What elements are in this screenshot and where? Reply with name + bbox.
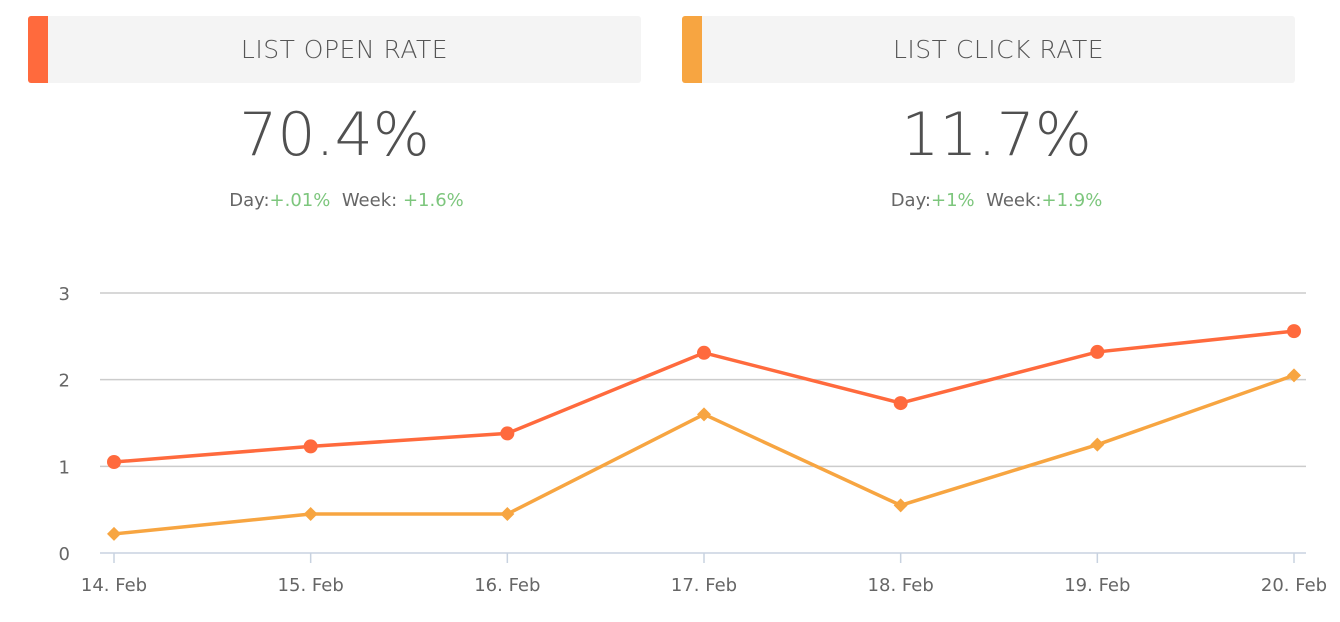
data-point <box>1287 368 1301 383</box>
open-rate-changes: Day:+.01% Week: +1.6% <box>40 190 653 211</box>
week-label: Week: <box>986 190 1042 211</box>
data-point <box>303 439 318 454</box>
day-change: +.01% <box>269 190 331 211</box>
click-rate-value: 11.7% <box>901 100 1092 170</box>
click-rate-title: LIST CLICK RATE <box>892 35 1105 64</box>
x-tick-label: 15. Feb <box>278 575 344 596</box>
series-line <box>113 373 1295 536</box>
y-tick-label: 0 <box>59 544 70 565</box>
data-point <box>500 507 515 521</box>
week-change: +1.6% <box>402 190 464 211</box>
y-tick-label: 1 <box>59 457 70 478</box>
click-rate-changes: Day:+1% Week:+1.9% <box>690 190 1303 211</box>
day-label: Day: <box>229 190 270 211</box>
data-point <box>500 426 515 441</box>
x-tick-label: 20. Feb <box>1261 575 1327 596</box>
open-rate-accent <box>28 16 48 83</box>
x-tick-label: 14. Feb <box>81 575 147 596</box>
open-rate-value: 70.4% <box>239 100 430 170</box>
open-rate-card: LIST OPEN RATE <box>28 16 641 83</box>
data-point <box>107 455 121 469</box>
data-point <box>697 345 711 360</box>
data-point <box>1287 324 1301 339</box>
day-change: +1% <box>931 190 975 211</box>
data-point <box>303 507 318 521</box>
y-tick-label: 3 <box>59 284 70 305</box>
data-point <box>107 526 121 541</box>
data-point <box>697 407 711 422</box>
x-tick-label: 18. Feb <box>868 575 934 596</box>
data-point <box>1090 437 1105 452</box>
week-change: +1.9% <box>1041 190 1103 211</box>
data-point <box>893 396 908 411</box>
click-rate-card: LIST CLICK RATE <box>682 16 1295 83</box>
y-tick-label: 2 <box>59 371 70 392</box>
day-label: Day: <box>890 190 931 211</box>
x-tick-label: 19. Feb <box>1064 575 1130 596</box>
open-rate-title: LIST OPEN RATE <box>240 35 449 64</box>
week-label: Week: <box>341 190 398 211</box>
x-tick-label: 16. Feb <box>474 575 540 596</box>
data-point <box>893 498 908 513</box>
click-rate-accent <box>682 16 702 83</box>
x-tick-label: 17. Feb <box>671 575 737 596</box>
data-point <box>1090 344 1105 359</box>
